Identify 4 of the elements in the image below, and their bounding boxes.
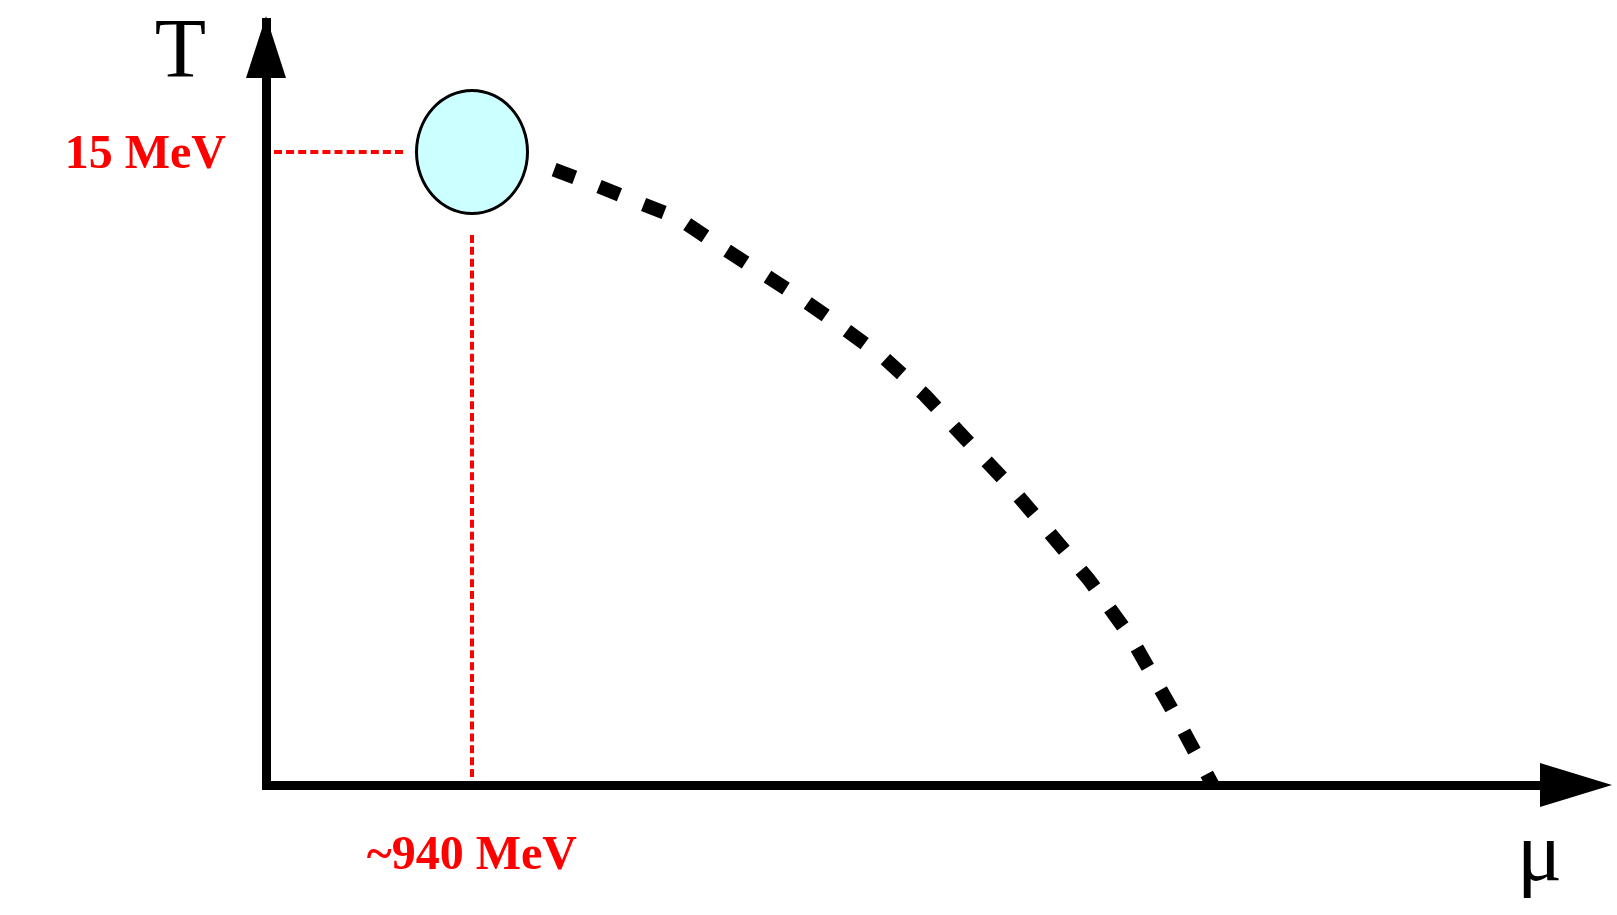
y-axis-title: T (154, 2, 206, 95)
text: 15 MeV (64, 123, 226, 179)
text: ~940 MeV (365, 825, 578, 880)
x-axis-title: μ (1516, 805, 1562, 898)
